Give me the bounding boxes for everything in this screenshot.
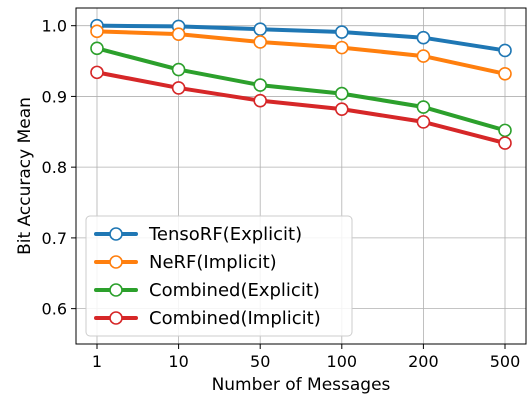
data-point [334, 86, 349, 101]
data-point [416, 100, 431, 114]
x-tick-label: 50 [250, 352, 270, 371]
x-tick-label: 200 [408, 352, 439, 371]
plot-frame [75, 7, 527, 345]
series-line [95, 70, 507, 146]
legend-swatch-marker [109, 227, 123, 241]
legend-item: Combined(Explicit) [94, 280, 320, 301]
data-point [90, 65, 104, 80]
y-tick-label: 1.0 [42, 17, 67, 36]
y-tick-label: 0.9 [42, 87, 67, 106]
data-point [498, 66, 512, 81]
legend-swatch-marker [109, 255, 123, 269]
legend-swatch-marker [109, 283, 123, 297]
x-axis-label: Number of Messages [212, 375, 391, 395]
data-point [90, 41, 104, 56]
legend-label: Combined(Explicit) [149, 280, 320, 301]
data-point [253, 93, 268, 108]
axis-ticks: 1 10 50 100 200 500 0.6 0.7 0.8 0.9 1.0 [42, 17, 521, 371]
x-tick-label: 500 [490, 352, 521, 371]
series-line [95, 46, 507, 133]
data-point [416, 30, 431, 45]
y-tick-label: 0.8 [42, 158, 67, 177]
data-point [416, 49, 431, 63]
series-3 [90, 41, 512, 138]
data-point [334, 102, 349, 116]
data-point [334, 25, 349, 39]
data-point [171, 27, 186, 41]
y-tick-label: 0.6 [42, 300, 67, 319]
series-line [95, 23, 507, 53]
x-tick-label: 1 [92, 352, 102, 371]
series-line [95, 29, 507, 76]
legend-item: TensoRF(Explicit) [94, 224, 302, 245]
data-point [498, 43, 512, 58]
data-point [334, 40, 349, 55]
legend-label: NeRF(Implicit) [149, 252, 277, 273]
legend-label: Combined(Implicit) [149, 308, 321, 329]
legend-box [85, 215, 353, 337]
data-point [253, 22, 268, 37]
series-group [90, 18, 512, 150]
data-point [498, 136, 512, 150]
legend-swatch-marker [109, 311, 123, 325]
data-point [253, 35, 268, 49]
data-point [171, 62, 186, 77]
legend-label: TensoRF(Explicit) [148, 224, 302, 245]
x-tick-label: 10 [168, 352, 188, 371]
data-point [90, 24, 104, 39]
series-4 [90, 65, 512, 150]
data-point [171, 81, 186, 95]
series-2 [90, 24, 512, 81]
data-point [253, 78, 268, 92]
y-axis-label: Bit Accuracy Mean [15, 97, 35, 255]
y-tick-label: 0.7 [42, 229, 67, 248]
series-1 [90, 18, 512, 58]
legend-item: NeRF(Implicit) [94, 252, 277, 273]
legend: TensoRF(Explicit) NeRF(Implicit) Combined(… [85, 215, 353, 337]
x-tick-label: 100 [327, 352, 358, 371]
data-point [416, 115, 431, 129]
data-point [498, 123, 512, 138]
legend-item: Combined(Implicit) [94, 308, 321, 329]
